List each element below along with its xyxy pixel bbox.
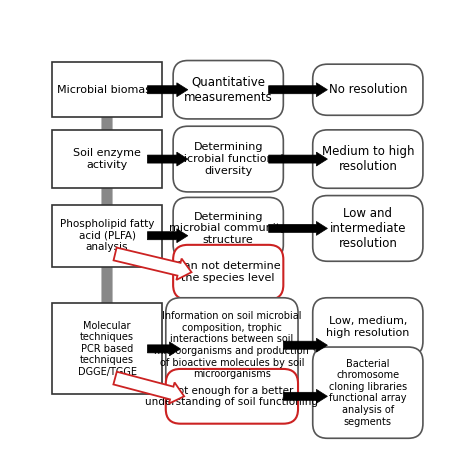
Polygon shape [98,102,116,145]
Text: Determining
microbial community
structure: Determining microbial community structur… [169,212,287,245]
Text: Bacterial
chromosome
cloning libraries
functional array
analysis of
segments: Bacterial chromosome cloning libraries f… [329,359,407,427]
FancyBboxPatch shape [166,298,298,392]
FancyBboxPatch shape [52,63,162,117]
FancyBboxPatch shape [313,64,423,115]
Text: Low and
intermediate
resolution: Low and intermediate resolution [329,207,406,250]
Text: Information on soil microbial
composition, trophic
interactions between soil
mic: Information on soil microbial compositio… [155,311,310,379]
Text: Determining
microbial functional
diversity: Determining microbial functional diversi… [173,143,283,176]
Text: Can not determine
the species level: Can not determine the species level [176,262,281,283]
FancyBboxPatch shape [173,197,283,259]
Polygon shape [147,342,181,356]
Polygon shape [98,252,116,318]
FancyBboxPatch shape [166,369,298,424]
FancyBboxPatch shape [52,205,162,267]
FancyBboxPatch shape [313,347,423,438]
FancyBboxPatch shape [313,130,423,188]
FancyBboxPatch shape [52,130,162,188]
Text: Low, medium,
high resolution: Low, medium, high resolution [326,316,410,338]
Polygon shape [269,83,328,97]
Text: Soil enzyme
activity: Soil enzyme activity [73,148,141,170]
FancyBboxPatch shape [313,298,423,356]
FancyBboxPatch shape [173,126,283,192]
Text: No resolution: No resolution [328,83,407,96]
Polygon shape [269,221,328,236]
Polygon shape [269,152,328,166]
FancyBboxPatch shape [173,61,283,119]
Polygon shape [283,389,328,403]
FancyBboxPatch shape [52,303,162,394]
Polygon shape [147,229,188,243]
Text: Molecular
techniques
PCR based
techniques
DGGE/TGGE: Molecular techniques PCR based technique… [78,321,137,377]
Text: Not enough for a better
understanding of soil functioning: Not enough for a better understanding of… [146,385,319,407]
Polygon shape [114,247,191,280]
Polygon shape [147,152,188,166]
Polygon shape [283,338,328,352]
FancyBboxPatch shape [313,196,423,261]
Text: Medium to high
resolution: Medium to high resolution [321,145,414,173]
Text: Phospholipid fatty
acid (PLFA)
analysis: Phospholipid fatty acid (PLFA) analysis [60,219,154,252]
FancyBboxPatch shape [173,245,283,300]
Text: Microbial biomass: Microbial biomass [57,85,157,95]
Text: Quantitative
measurements: Quantitative measurements [184,76,273,104]
Polygon shape [98,173,116,219]
Polygon shape [113,372,184,403]
Polygon shape [147,83,188,97]
